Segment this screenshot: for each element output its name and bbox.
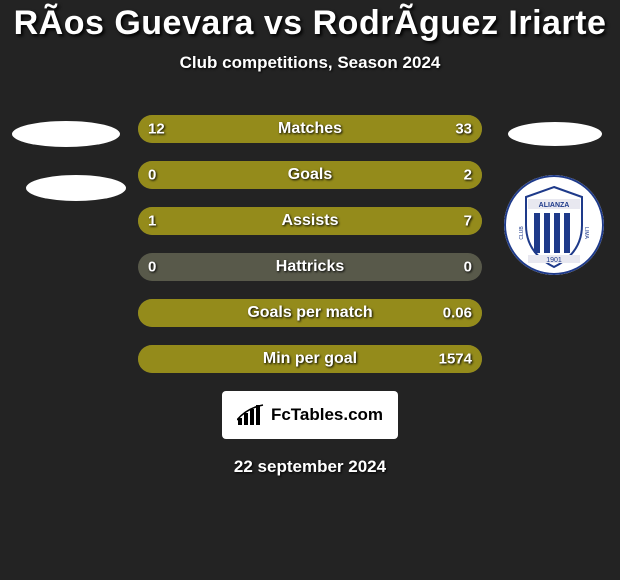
stat-value-left: 1 bbox=[148, 213, 156, 230]
stat-label: Goals bbox=[288, 166, 332, 184]
stat-label: Assists bbox=[282, 212, 339, 230]
svg-text:CLUB: CLUB bbox=[519, 226, 525, 240]
footer-brand-badge: FcTables.com bbox=[222, 391, 398, 439]
stat-value-right: 7 bbox=[464, 213, 472, 230]
page-title: RÃ­os Guevara vs RodrÃ­guez Iriarte bbox=[0, 4, 620, 43]
stat-row: Goals 0 2 bbox=[138, 161, 482, 189]
footer-date: 22 september 2024 bbox=[0, 457, 620, 477]
svg-text:ALIANZA: ALIANZA bbox=[539, 202, 570, 209]
stat-value-left: 12 bbox=[148, 121, 165, 138]
stat-fill-right bbox=[230, 115, 482, 143]
stat-value-right: 0.06 bbox=[443, 305, 472, 322]
stat-label: Min per goal bbox=[263, 350, 357, 368]
stat-rows: Matches1233Goals02Assists17Hattricks00Go… bbox=[138, 115, 482, 373]
stat-value-right: 0 bbox=[464, 259, 472, 276]
chart-area: ALIANZA 1901 CLUB LIMA Matches1233Goals0… bbox=[0, 115, 620, 373]
stat-value-right: 1574 bbox=[439, 351, 472, 368]
club-badge: ALIANZA 1901 CLUB LIMA bbox=[504, 175, 604, 275]
ellipse-shape bbox=[12, 121, 120, 147]
stat-row: Goals per match 0.06 bbox=[138, 299, 482, 327]
comparison-infographic: RÃ­os Guevara vs RodrÃ­guez Iriarte Club… bbox=[0, 0, 620, 477]
stat-row: Assists 1 7 bbox=[138, 207, 482, 235]
stat-value-left: 0 bbox=[148, 259, 156, 276]
chart-bars-icon bbox=[237, 404, 265, 426]
stat-label: Goals per match bbox=[247, 304, 372, 322]
stat-value-right: 2 bbox=[464, 167, 472, 184]
stat-fill-left bbox=[138, 207, 181, 235]
shield-icon: ALIANZA 1901 CLUB LIMA bbox=[504, 175, 604, 275]
ellipse-shape bbox=[26, 175, 126, 201]
left-club-logo bbox=[6, 115, 116, 225]
footer-brand-text: FcTables.com bbox=[271, 405, 383, 425]
stat-label: Hattricks bbox=[276, 258, 344, 276]
stat-row: Min per goal 1574 bbox=[138, 345, 482, 373]
stat-row: Matches 12 33 bbox=[138, 115, 482, 143]
right-club-logo: ALIANZA 1901 CLUB LIMA bbox=[504, 115, 614, 225]
svg-text:1901: 1901 bbox=[546, 257, 562, 264]
stat-value-left: 0 bbox=[148, 167, 156, 184]
svg-text:LIMA: LIMA bbox=[583, 227, 589, 239]
page-subtitle: Club competitions, Season 2024 bbox=[0, 53, 620, 73]
stat-value-right: 33 bbox=[455, 121, 472, 138]
stat-row: Hattricks 0 0 bbox=[138, 253, 482, 281]
ellipse-shape bbox=[508, 122, 602, 146]
stat-label: Matches bbox=[278, 120, 342, 138]
